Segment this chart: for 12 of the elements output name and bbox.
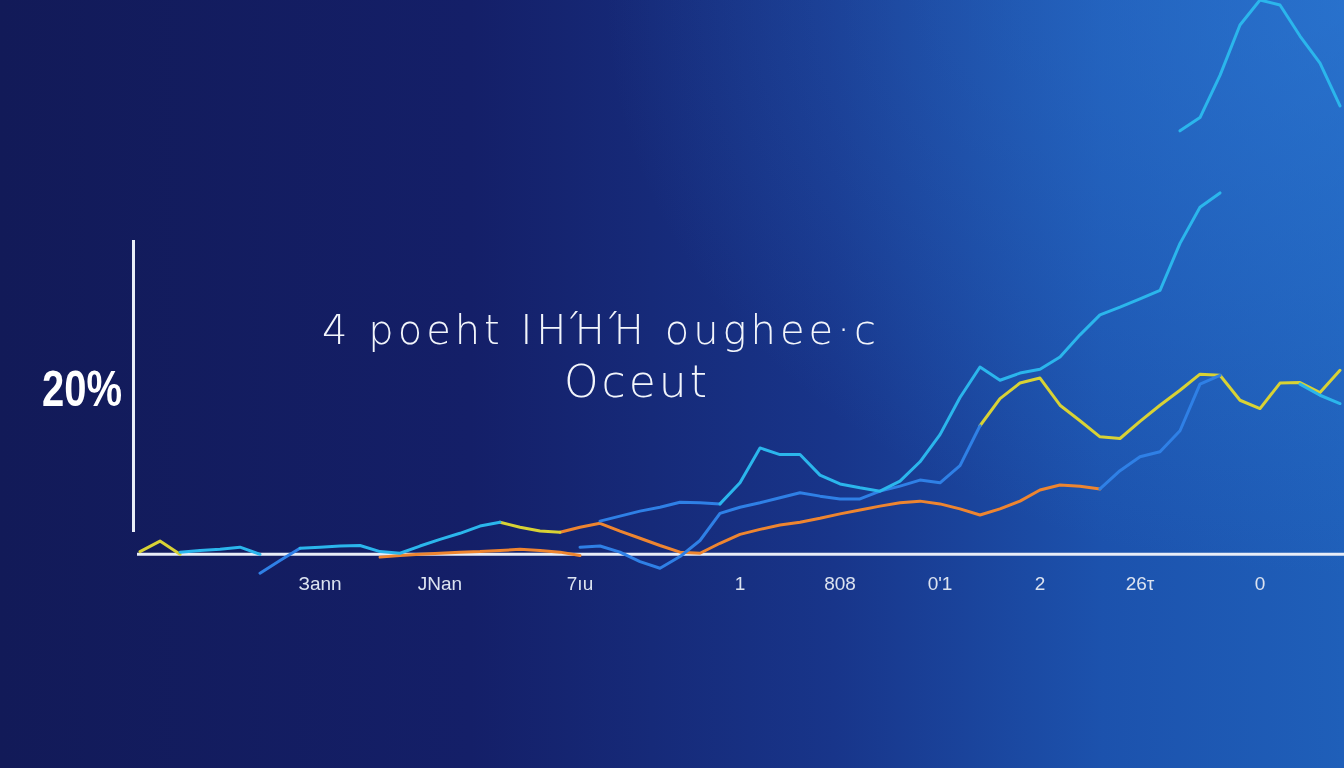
x-tick-label: 2: [1034, 572, 1046, 594]
x-tick-label: 0'1: [927, 572, 953, 594]
text: 4 poeht ΙΗΉΉ oughee·c: [322, 306, 880, 354]
x-tick-label: 0: [1254, 572, 1266, 594]
x-tick-label: 1: [734, 572, 746, 594]
text: Oceut: [563, 356, 711, 409]
x-tick-label: 808: [824, 572, 856, 594]
x-tick-label: JNan: [417, 572, 463, 594]
x-tick-label: 7ıu: [566, 572, 594, 594]
x-tick-label: Зann: [298, 572, 342, 594]
x-tick-label: 26τ: [1125, 572, 1155, 594]
text: 20%: [42, 361, 123, 417]
